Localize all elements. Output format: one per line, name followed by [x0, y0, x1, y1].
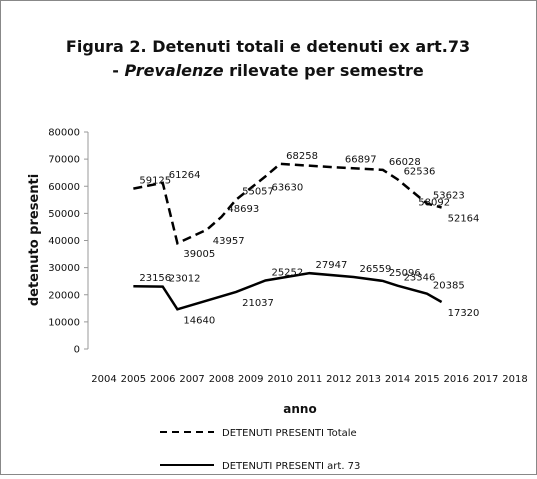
x-tick-label: 2011	[297, 374, 322, 385]
data-label: 48693	[227, 204, 259, 215]
y-tick-label: 10000	[48, 317, 80, 328]
data-label: 68258	[286, 151, 318, 162]
data-label: 62536	[404, 166, 436, 177]
data-label: 53623	[433, 191, 465, 202]
x-tick-label: 2007	[179, 374, 204, 385]
x-tick-label: 2009	[238, 374, 263, 385]
data-label: 23156	[139, 273, 171, 284]
data-label: 21037	[242, 298, 274, 309]
x-tick-label: 2014	[385, 374, 410, 385]
legend-label: DETENUTI PRESENTI art. 73	[222, 461, 360, 472]
x-tick-label: 2018	[502, 374, 527, 385]
x-tick-label: 2012	[326, 374, 351, 385]
data-label: 23346	[404, 273, 436, 284]
series-line	[133, 271, 443, 311]
subtitle-part: Prevalenze	[124, 61, 223, 80]
legend-label: DETENUTI PRESENTI Totale	[222, 428, 357, 439]
y-tick-label: 50000	[48, 209, 80, 220]
data-label: 58092	[418, 197, 450, 208]
x-tick-label: 2005	[121, 374, 146, 385]
data-label: 26559	[360, 264, 392, 275]
y-axis-label: detenuto presenti	[27, 174, 42, 306]
y-tick-label: 30000	[48, 263, 80, 274]
data-label: 63630	[271, 182, 303, 193]
data-label: 66897	[345, 155, 377, 166]
y-tick-label: 40000	[48, 236, 80, 247]
x-tick-label: 2016	[444, 374, 469, 385]
data-label: 27947	[316, 260, 348, 271]
data-label: 20385	[433, 281, 465, 292]
subtitle-part: -	[112, 61, 124, 80]
data-label: 66028	[389, 157, 421, 168]
chart-title: Figura 2. Detenuti totali e detenuti ex …	[66, 37, 470, 56]
y-tick-label: 80000	[48, 128, 80, 139]
data-label: 59125	[139, 176, 171, 187]
x-axis-label: anno	[283, 402, 316, 416]
chart-subtitle: - Prevalenze rilevate per semestre	[112, 61, 424, 80]
x-tick-label: 2015	[414, 374, 439, 385]
y-tick-label: 0	[74, 345, 80, 356]
series-line	[133, 162, 442, 245]
data-label: 39005	[183, 249, 215, 260]
x-tick-label: 2006	[150, 374, 175, 385]
x-tick-label: 2004	[91, 374, 116, 385]
x-tick-label: 2017	[473, 374, 498, 385]
data-label: 25096	[389, 268, 421, 279]
data-label: 61264	[169, 170, 201, 181]
data-label: 52164	[448, 214, 480, 225]
data-label: 23012	[169, 274, 201, 285]
data-label: 55057	[242, 187, 274, 198]
data-label: 17320	[448, 308, 480, 319]
data-label: 25252	[271, 268, 303, 279]
data-label: 14640	[183, 315, 215, 326]
y-tick-label: 20000	[48, 290, 80, 301]
y-tick-label: 70000	[48, 155, 80, 166]
x-tick-label: 2008	[209, 374, 234, 385]
y-tick-label: 60000	[48, 182, 80, 193]
x-tick-label: 2010	[267, 374, 292, 385]
x-tick-label: 2013	[355, 374, 380, 385]
data-label: 43957	[213, 236, 245, 247]
subtitle-part: rilevate per semestre	[224, 61, 424, 80]
